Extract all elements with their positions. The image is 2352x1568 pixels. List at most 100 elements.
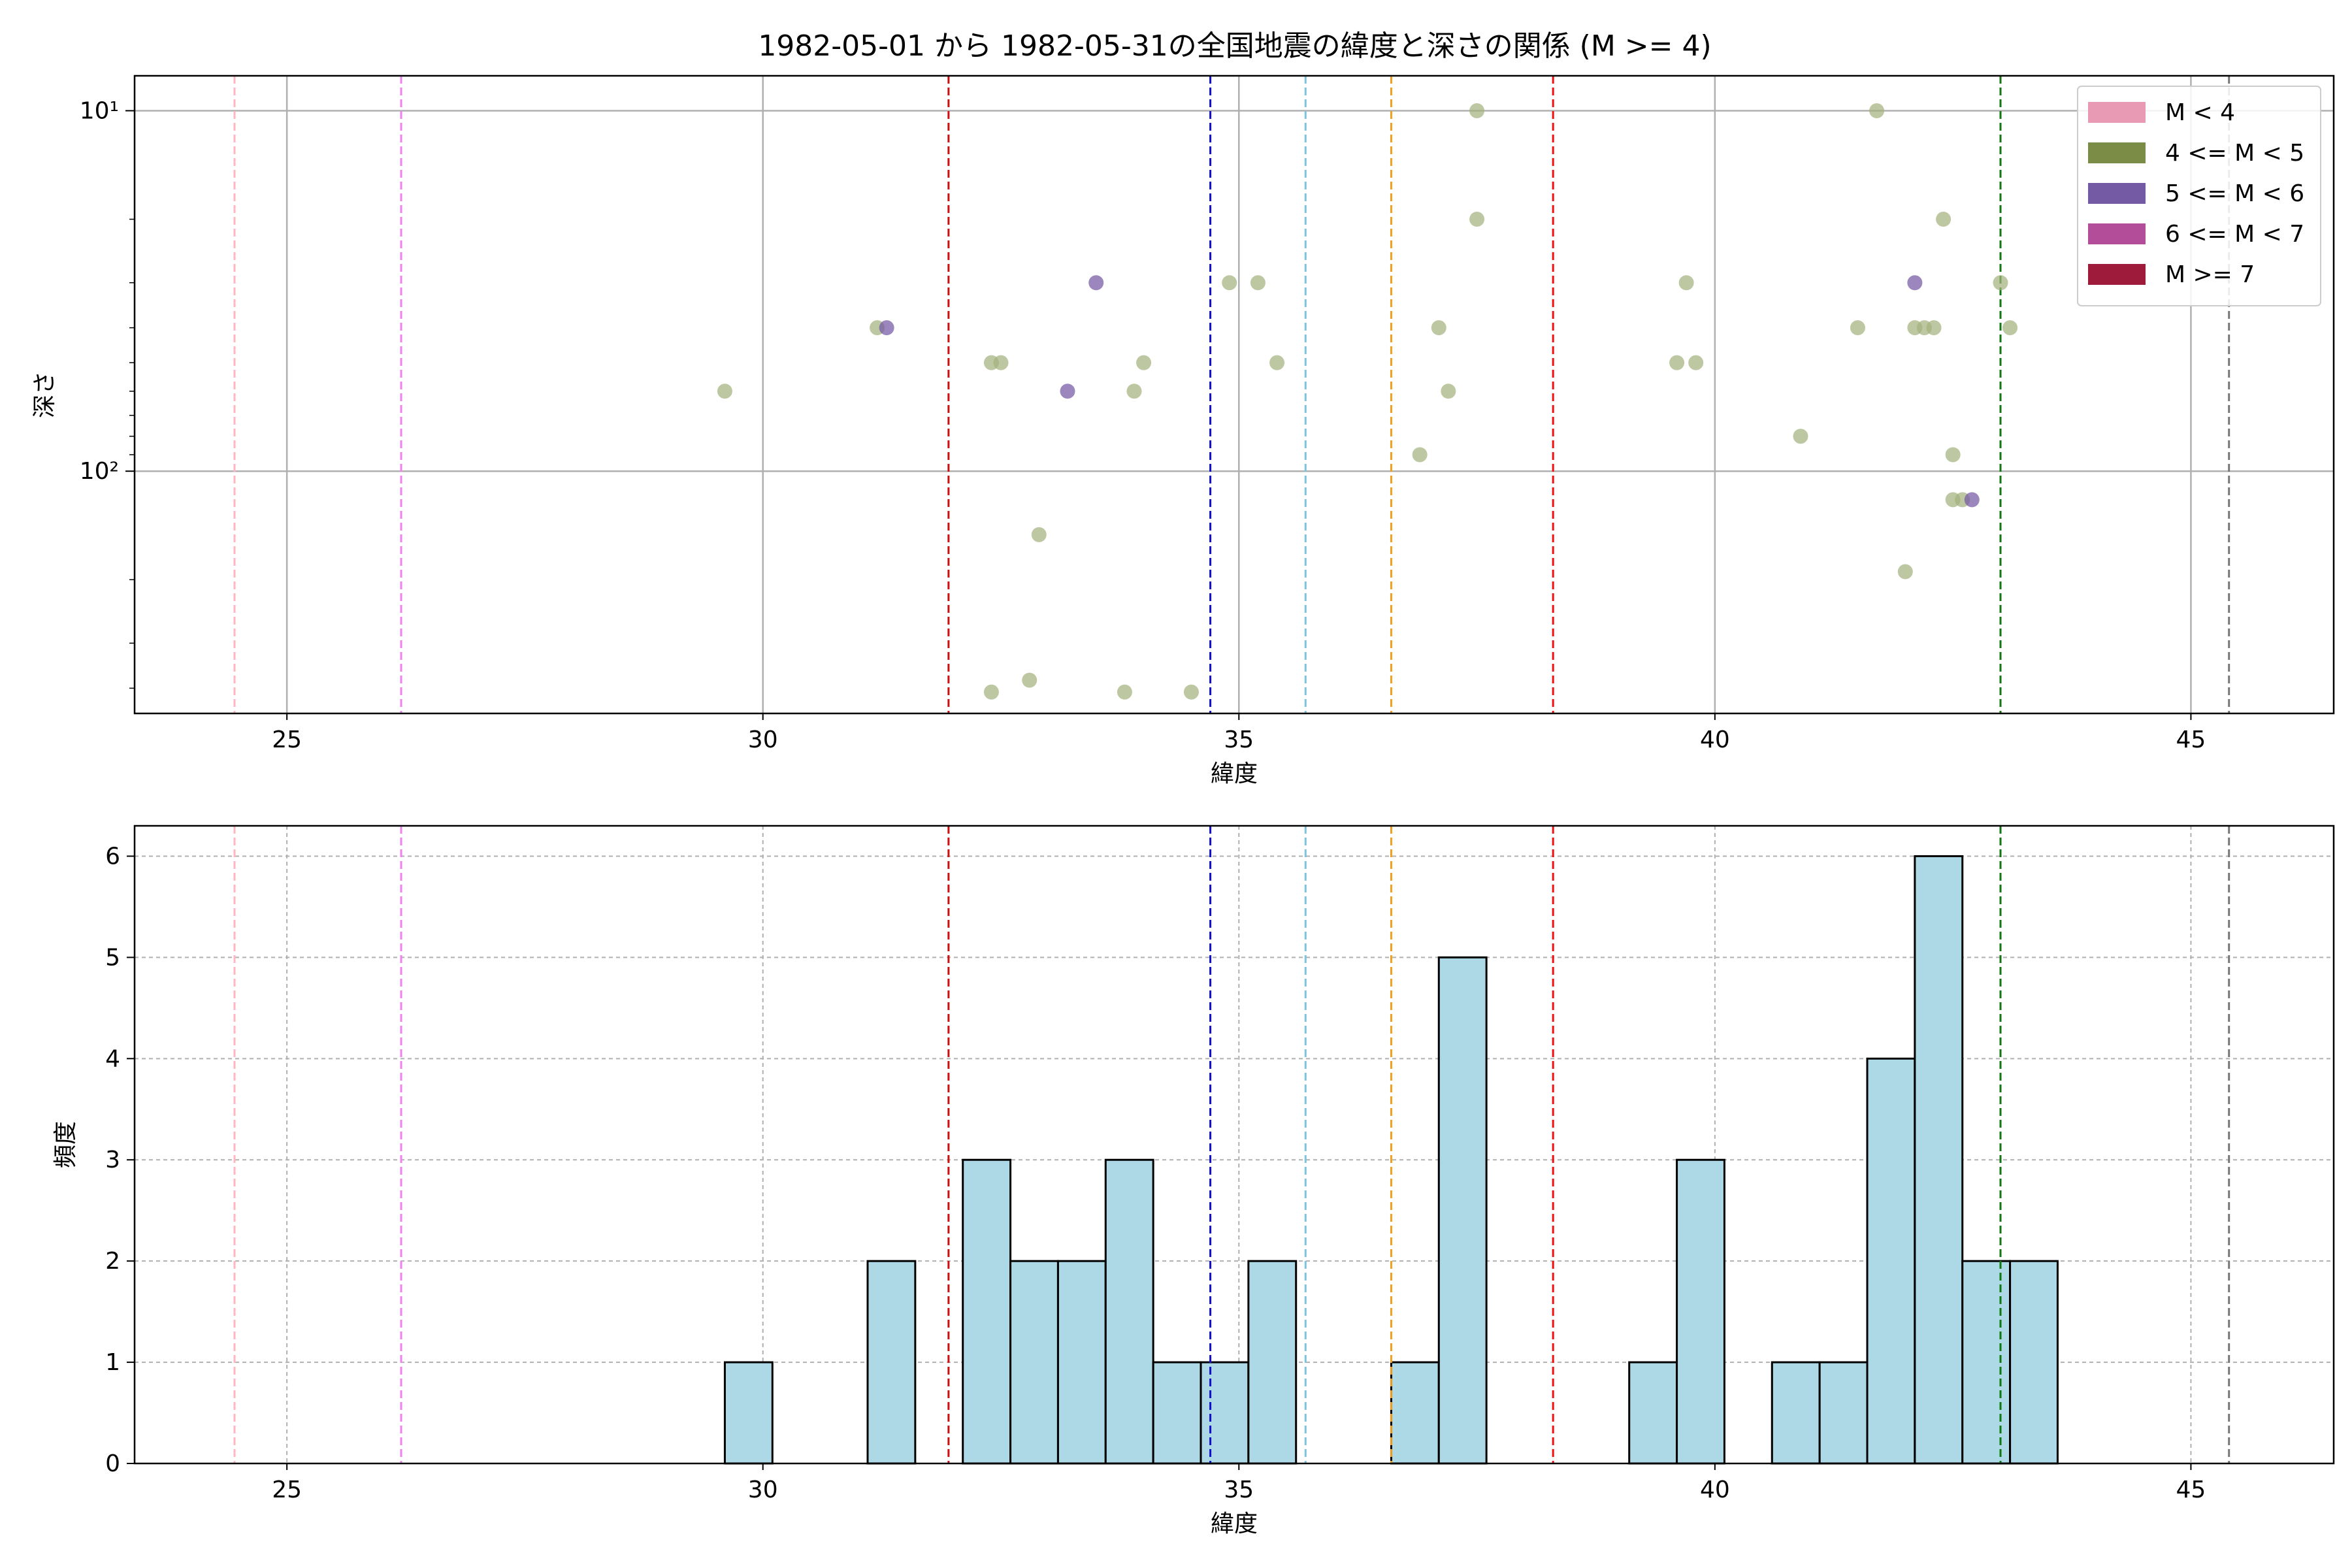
scatter-grid	[135, 76, 2334, 713]
histogram-bar	[1104, 1158, 1154, 1465]
x-tick-label: 40	[1700, 1477, 1730, 1503]
scatter-point	[1088, 275, 1104, 291]
scatter-point	[1269, 355, 1285, 370]
scatter-point	[1869, 103, 1885, 118]
x-tick-label: 45	[2176, 727, 2206, 753]
histogram-bar	[1200, 1361, 1250, 1465]
x-tick-label: 25	[272, 1477, 302, 1503]
scatter-point	[1964, 492, 1980, 508]
histogram-bar	[866, 1260, 917, 1465]
scatter-point	[1850, 320, 1865, 336]
legend-swatch	[2088, 142, 2146, 163]
scatter-point	[1926, 320, 1942, 336]
y-tick-label: 4	[105, 1045, 120, 1072]
scatter-y-axis-label: 深さ	[31, 371, 58, 418]
histogram-bar	[1628, 1361, 1678, 1465]
legend-entries: M < 4 4 <= M < 5 5 <= M < 6 6 <= M < 7 M >= …	[2088, 99, 2304, 288]
y-tick-label: 6	[105, 843, 120, 870]
scatter-point	[1060, 384, 1075, 399]
y-tick-label: 1	[105, 1349, 120, 1376]
scatter-point	[1936, 212, 1952, 227]
scatter-point	[717, 384, 732, 399]
legend-swatch	[2088, 264, 2146, 285]
histogram-x-axis-label: 緯度	[1211, 1511, 1258, 1537]
scatter-point	[1793, 429, 1808, 444]
legend-swatch	[2088, 102, 2146, 123]
histogram-bar	[1818, 1361, 1869, 1465]
histogram-bar	[962, 1158, 1012, 1465]
histogram-y-ticks: 0 1 2 3 4 5 6	[105, 843, 135, 1477]
scatter-point	[1136, 355, 1152, 370]
histogram-plot-frame	[133, 825, 2335, 1465]
scatter-point	[1469, 103, 1485, 118]
scatter-point	[1688, 355, 1704, 370]
figure-title: 1982-05-01 から 1982-05-31の全国地震の緯度と深さの関係 (…	[758, 29, 1711, 63]
scatter-panel: 25 30 35 40 45 10¹ 10² 緯度 深さ M < 4 4 <= M < 5 5…	[31, 74, 2335, 787]
scatter-y-ticks: 10¹ 10²	[80, 97, 135, 689]
histogram-bar	[1390, 1361, 1440, 1465]
histogram-bar	[1009, 1260, 1059, 1465]
scatter-x-ticks: 25 30 35 40 45	[272, 713, 2206, 753]
y-tick-label: 2	[105, 1248, 120, 1275]
legend: M < 4 4 <= M < 5 5 <= M < 6 6 <= M < 7 M >= …	[2077, 86, 2321, 306]
legend-box	[2077, 86, 2321, 306]
histogram-y-axis-label: 頻度	[52, 1121, 79, 1168]
scatter-points	[717, 103, 2018, 700]
scatter-point	[1678, 275, 1694, 291]
x-tick-label: 45	[2176, 1477, 2206, 1503]
scatter-point	[1907, 275, 1923, 291]
scatter-point	[1250, 275, 1266, 291]
histogram-bar	[1152, 1361, 1202, 1465]
scatter-point	[1412, 447, 1428, 463]
scatter-point	[1431, 320, 1446, 336]
histogram-bar	[723, 1361, 774, 1465]
scatter-x-axis-label: 緯度	[1211, 760, 1258, 787]
y-tick-label: 3	[105, 1147, 120, 1173]
histogram-x-ticks: 25 30 35 40 45	[272, 1463, 2206, 1503]
x-tick-label: 25	[272, 727, 302, 753]
scatter-point	[1993, 275, 2008, 291]
histogram-bar	[1676, 1158, 1725, 1465]
scatter-point	[1469, 212, 1485, 227]
scatter-point	[1117, 684, 1132, 700]
legend-label: 4 <= M < 5	[2165, 140, 2304, 167]
histogram-bar	[1056, 1260, 1107, 1465]
legend-label: M >= 7	[2165, 261, 2255, 288]
scatter-point	[1945, 447, 1961, 463]
histogram-bar	[1771, 1361, 1821, 1465]
legend-swatch	[2088, 223, 2146, 244]
scatter-point	[879, 320, 894, 336]
histogram-bar	[1247, 1260, 1298, 1465]
x-tick-label: 35	[1224, 727, 1254, 753]
scatter-point	[1031, 527, 1047, 542]
y-tick-label: 5	[105, 944, 120, 971]
x-tick-label: 35	[1224, 1477, 1254, 1503]
histogram-bar	[1866, 1057, 1916, 1465]
legend-label: 5 <= M < 6	[2165, 180, 2304, 207]
scatter-plot-frame	[133, 74, 2335, 715]
histogram-bar	[1437, 956, 1488, 1465]
scatter-point	[1126, 384, 1142, 399]
x-tick-label: 30	[748, 1477, 778, 1503]
histogram-bar	[1961, 1260, 2012, 1465]
scatter-point	[1183, 684, 1199, 700]
histogram-bar	[2009, 1260, 2059, 1465]
histogram-reference-lines	[233, 826, 2230, 1463]
scatter-point	[1669, 355, 1685, 370]
legend-swatch	[2088, 183, 2146, 204]
x-tick-label: 30	[748, 727, 778, 753]
scatter-point	[1022, 672, 1037, 688]
scatter-point	[2002, 320, 2018, 336]
scatter-point	[1897, 564, 1913, 580]
scatter-point	[993, 355, 1009, 370]
x-tick-label: 40	[1700, 727, 1730, 753]
scatter-point	[1441, 384, 1456, 399]
legend-label: 6 <= M < 7	[2165, 221, 2304, 248]
scatter-point	[983, 684, 999, 700]
y-tick-label: 10²	[80, 458, 119, 485]
histogram-bar	[1914, 855, 1964, 1465]
y-tick-label: 10¹	[80, 97, 119, 124]
legend-label: M < 4	[2165, 99, 2235, 126]
